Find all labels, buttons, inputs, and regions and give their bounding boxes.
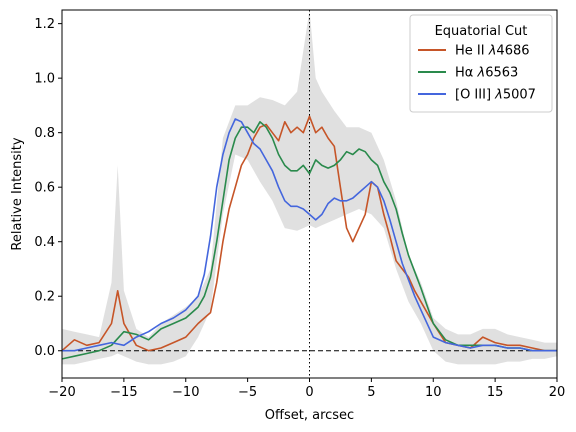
x-axis-ticks: −20 −15 −10 −5 0 5 10 15 20 <box>48 378 565 400</box>
x-tick-label: −5 <box>238 385 257 400</box>
legend: Equatorial Cut He II λ4686 Hα λ6563 [O III… <box>409 14 553 113</box>
y-tick-label: 0.0 <box>34 344 55 359</box>
x-tick-label: −15 <box>110 385 137 400</box>
y-axis-label: Relative Intensity <box>10 137 25 250</box>
y-tick-label: 1.2 <box>34 17 55 32</box>
y-tick-label: 1.0 <box>34 72 55 87</box>
x-tick-label: −20 <box>48 385 75 400</box>
y-tick-label: 0.2 <box>34 290 55 305</box>
legend-title: Equatorial Cut <box>435 24 528 39</box>
y-tick-label: 0.8 <box>34 126 55 141</box>
y-axis-ticks: 0.0 0.2 0.4 0.6 0.8 1.0 1.2 <box>34 17 62 359</box>
x-tick-label: 0 <box>305 385 313 400</box>
series-layer <box>62 115 557 360</box>
x-tick-label: 5 <box>367 385 375 400</box>
legend-entry-label: Hα λ6563 <box>455 66 518 81</box>
legend-entry-label: He II λ4686 <box>455 44 530 59</box>
series-line-2 <box>62 118 557 352</box>
legend-entry-label: [O III] λ5007 <box>455 88 536 103</box>
x-tick-label: 15 <box>487 385 504 400</box>
y-tick-label: 0.4 <box>34 235 55 250</box>
y-tick-label: 0.6 <box>34 181 55 196</box>
legend-items: He II λ4686 Hα λ6563 [O III] λ5007 <box>418 44 536 103</box>
series-line-1 <box>62 121 557 360</box>
legend-box <box>409 14 553 113</box>
reference-lines <box>62 10 557 378</box>
x-tick-label: 10 <box>425 385 442 400</box>
x-axis-label: Offset, arcsec <box>265 408 354 423</box>
x-tick-label: 20 <box>549 385 566 400</box>
x-tick-label: −10 <box>172 385 199 400</box>
